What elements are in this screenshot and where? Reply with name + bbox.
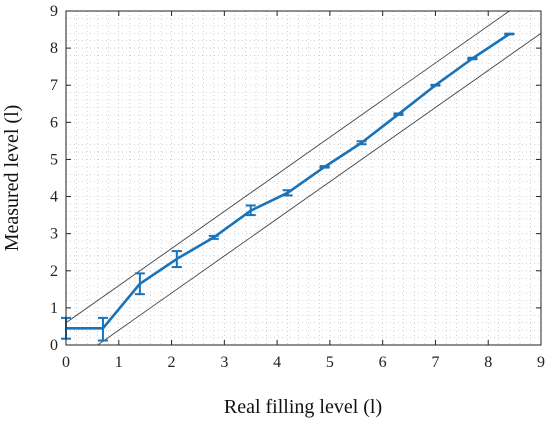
x-tick-label: 6 [379, 354, 387, 371]
x-tick-label: 4 [273, 354, 281, 371]
x-tick-label: 2 [168, 354, 176, 371]
x-axis-title: Real filling level (l) [224, 396, 382, 418]
y-tick-label: 3 [50, 226, 58, 243]
y-tick-label: 8 [50, 40, 58, 57]
x-tick-label: 7 [431, 354, 439, 371]
y-axis-title: Measured level (l) [1, 105, 23, 252]
x-ticks: 0 1 2 3 4 5 6 7 8 9 [62, 11, 545, 371]
x-tick-label: 0 [62, 354, 70, 371]
x-tick-label: 1 [115, 354, 123, 371]
data-series [61, 32, 515, 342]
y-tick-label: 0 [50, 337, 58, 354]
y-tick-label: 2 [50, 263, 58, 280]
y-ticks: 0 1 2 3 4 5 6 7 8 9 [50, 3, 541, 354]
bound-line [66, 11, 511, 324]
bound-lines [66, 11, 541, 345]
y-tick-label: 7 [50, 77, 58, 94]
x-tick-label: 8 [484, 354, 492, 371]
bound-line [97, 32, 541, 345]
y-tick-label: 1 [50, 300, 58, 317]
y-tick-label: 9 [50, 3, 58, 20]
x-tick-label: 9 [537, 354, 545, 371]
x-tick-label: 5 [326, 354, 334, 371]
y-tick-label: 6 [50, 114, 58, 131]
plot-frame [65, 10, 542, 346]
y-tick-label: 4 [50, 189, 58, 206]
x-tick-label: 3 [220, 354, 228, 371]
y-tick-label: 5 [50, 151, 58, 168]
